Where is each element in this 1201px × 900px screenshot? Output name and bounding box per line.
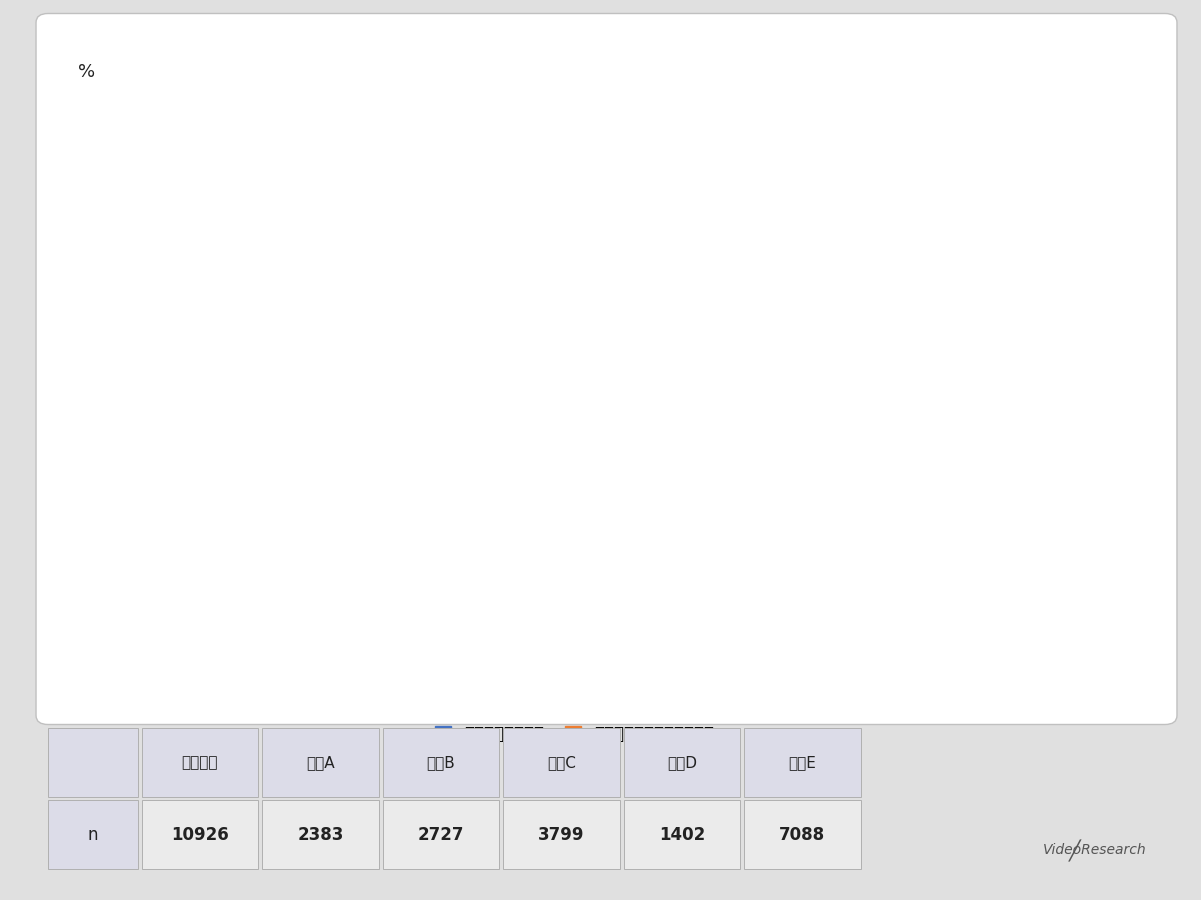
- Text: 1402: 1402: [659, 826, 705, 844]
- Text: 17.6: 17.6: [1060, 437, 1099, 453]
- Bar: [745, 727, 861, 797]
- Bar: [1053, 457, 1106, 630]
- Bar: [500, 399, 554, 630]
- Bar: [623, 800, 740, 869]
- Text: 22.8: 22.8: [674, 386, 712, 401]
- Text: 24.7: 24.7: [341, 367, 378, 382]
- Bar: [334, 388, 387, 630]
- Text: 20.8: 20.8: [841, 406, 879, 421]
- Bar: [667, 406, 719, 630]
- Text: 銀行E: 銀行E: [789, 755, 817, 770]
- Bar: [554, 232, 607, 630]
- Bar: [48, 800, 138, 869]
- Text: %: %: [78, 63, 95, 81]
- Text: 10926: 10926: [171, 826, 228, 844]
- Bar: [48, 727, 138, 797]
- Text: 2727: 2727: [418, 826, 464, 844]
- Text: 37.4: 37.4: [728, 243, 765, 258]
- Text: 29.2: 29.2: [895, 323, 932, 338]
- Text: 16.8: 16.8: [1008, 446, 1045, 460]
- Text: ╱: ╱: [1069, 840, 1081, 861]
- Text: 40.5: 40.5: [561, 212, 598, 228]
- Text: 銀行B: 銀行B: [426, 755, 455, 770]
- Text: 23.6: 23.6: [508, 378, 545, 393]
- Bar: [719, 263, 773, 630]
- Bar: [745, 800, 861, 869]
- Text: n: n: [88, 826, 98, 844]
- Legend: 銀行窓口ユーザー, ネットバンキングユーザー: 銀行窓口ユーザー, ネットバンキングユーザー: [435, 724, 715, 742]
- Text: 3799: 3799: [538, 826, 585, 844]
- Bar: [503, 800, 620, 869]
- Text: 銀行C: 銀行C: [546, 755, 575, 770]
- Text: 35.4: 35.4: [395, 263, 432, 277]
- Bar: [220, 327, 274, 630]
- Text: 7088: 7088: [779, 826, 825, 844]
- Text: 個人全体: 個人全体: [181, 755, 219, 770]
- Bar: [886, 343, 939, 630]
- Bar: [999, 465, 1053, 630]
- Bar: [142, 800, 258, 869]
- Bar: [262, 727, 378, 797]
- Text: 銀行D: 銀行D: [667, 755, 697, 770]
- Bar: [383, 727, 500, 797]
- Bar: [833, 426, 886, 630]
- Text: 21.3: 21.3: [174, 401, 213, 416]
- Bar: [623, 727, 740, 797]
- Bar: [262, 800, 378, 869]
- Bar: [503, 727, 620, 797]
- Bar: [167, 421, 220, 630]
- Text: 銀行A: 銀行A: [306, 755, 335, 770]
- Bar: [142, 727, 258, 797]
- Text: VideoResearch: VideoResearch: [1044, 843, 1147, 858]
- Text: 2383: 2383: [297, 826, 343, 844]
- Bar: [387, 283, 440, 630]
- Bar: [383, 800, 500, 869]
- Text: 30.9: 30.9: [228, 307, 265, 321]
